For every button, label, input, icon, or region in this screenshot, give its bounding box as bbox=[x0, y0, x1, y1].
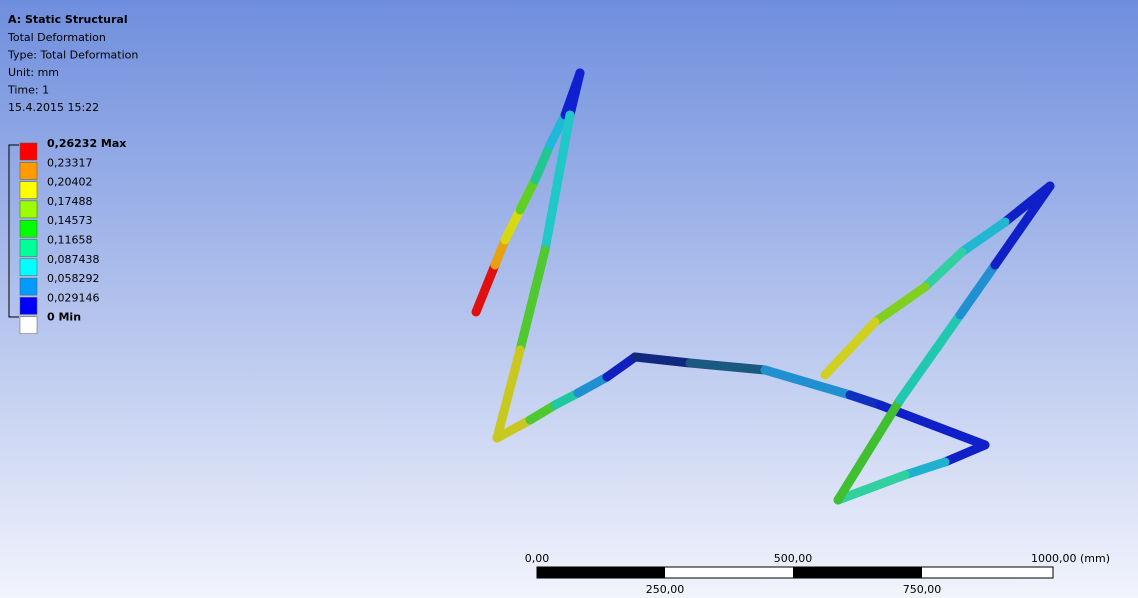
scale-bar bbox=[537, 567, 1053, 578]
result-info: Total Deformation bbox=[7, 31, 106, 44]
legend-label: 0,029146 bbox=[47, 291, 100, 304]
scale-label: 250,00 bbox=[646, 583, 685, 596]
result-info: 15.4.2015 15:22 bbox=[8, 101, 99, 114]
legend-swatch bbox=[20, 220, 37, 237]
result-info: Time: 1 bbox=[7, 84, 49, 97]
scale-label: 1000,00 (mm) bbox=[1031, 552, 1110, 565]
legend-swatch bbox=[20, 297, 37, 314]
legend-label: 0,058292 bbox=[47, 272, 100, 285]
legend-swatch bbox=[20, 143, 37, 160]
legend-swatch bbox=[20, 240, 37, 257]
legend-swatch bbox=[20, 182, 37, 199]
legend-swatch bbox=[20, 201, 37, 218]
scale-label: 0,00 bbox=[525, 552, 550, 565]
legend-label: 0,26232 Max bbox=[47, 137, 126, 150]
legend-swatch bbox=[20, 162, 37, 179]
viewport: A: Static Structural Total Deformation Ty… bbox=[0, 0, 1138, 598]
scale-label: 750,00 bbox=[903, 583, 942, 596]
legend-swatch bbox=[20, 317, 37, 334]
result-title: A: Static Structural bbox=[8, 13, 128, 26]
legend-label: 0,14573 bbox=[47, 214, 93, 227]
result-info: Type: Total Deformation bbox=[7, 49, 138, 62]
legend-label: 0,11658 bbox=[47, 234, 93, 247]
legend-swatch bbox=[20, 278, 37, 295]
legend-label: 0 Min bbox=[47, 311, 81, 324]
legend-label: 0,17488 bbox=[47, 195, 93, 208]
legend-swatch bbox=[20, 259, 37, 276]
result-info: Unit: mm bbox=[8, 66, 59, 79]
legend-label: 0,087438 bbox=[47, 253, 100, 266]
scale-label: 500,00 bbox=[774, 552, 813, 565]
legend-label: 0,20402 bbox=[47, 176, 93, 189]
legend-label: 0,23317 bbox=[47, 156, 93, 169]
